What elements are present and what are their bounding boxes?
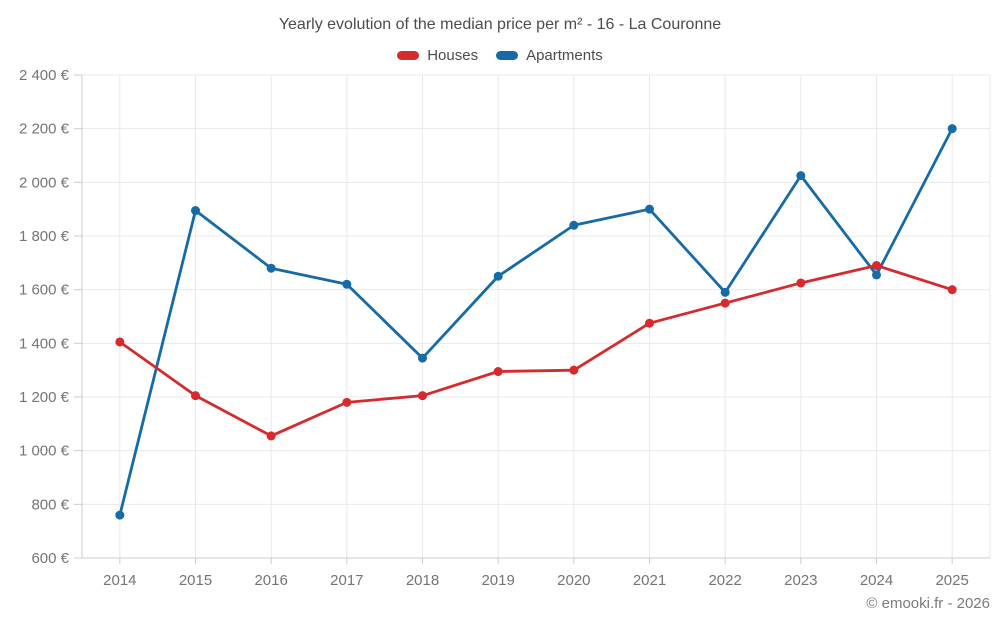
x-tick-label: 2020 (557, 572, 590, 589)
data-point-houses[interactable] (266, 431, 276, 441)
y-tick-label: 1 400 € (19, 335, 70, 352)
houses-swatch-icon (397, 51, 420, 60)
legend-label-houses: Houses (427, 47, 479, 64)
x-tick-label: 2021 (633, 572, 666, 589)
data-point-houses[interactable] (720, 298, 730, 308)
data-point-apartments[interactable] (569, 220, 579, 230)
data-point-houses[interactable] (645, 318, 654, 328)
y-tick-label: 1 200 € (19, 389, 70, 406)
data-point-houses[interactable] (872, 261, 881, 271)
x-tick-label: 2019 (481, 572, 514, 589)
x-tick-label: 2024 (860, 572, 893, 589)
apartments-swatch-icon (496, 51, 519, 60)
x-tick-label: 2017 (330, 572, 363, 589)
data-point-apartments[interactable] (796, 171, 806, 181)
y-tick-label: 800 € (31, 496, 69, 513)
data-point-houses[interactable] (569, 365, 579, 375)
data-point-apartments[interactable] (872, 270, 881, 280)
y-tick-label: 1 800 € (19, 228, 70, 245)
x-tick-label: 2016 (254, 572, 287, 589)
credit: © emooki.fr - 2026 (866, 595, 990, 612)
data-point-apartments[interactable] (947, 124, 957, 134)
legend-item-apartments[interactable]: Apartments (496, 47, 603, 64)
chart-title: Yearly evolution of the median price per… (278, 16, 722, 33)
y-tick-label: 2 000 € (19, 174, 70, 191)
x-tick-label: 2023 (784, 572, 817, 589)
data-point-apartments[interactable] (191, 206, 200, 216)
data-point-houses[interactable] (342, 397, 352, 407)
data-point-apartments[interactable] (645, 204, 654, 214)
data-point-apartments[interactable] (115, 510, 125, 520)
legend: Houses Apartments (0, 47, 1000, 64)
data-point-houses[interactable] (115, 337, 125, 347)
y-tick-label: 1 600 € (19, 282, 70, 299)
data-point-apartments[interactable] (493, 271, 503, 281)
data-point-apartments[interactable] (342, 279, 352, 289)
y-tick-label: 2 400 € (19, 67, 70, 84)
x-tick-label: 2022 (708, 572, 741, 589)
y-tick-label: 1 000 € (19, 443, 70, 460)
data-point-houses[interactable] (493, 367, 503, 377)
x-tick-label: 2018 (406, 572, 439, 589)
x-tick-label: 2014 (103, 572, 136, 589)
legend-label-apartments: Apartments (526, 47, 603, 64)
data-point-houses[interactable] (191, 391, 200, 401)
data-point-houses[interactable] (418, 391, 427, 401)
data-point-apartments[interactable] (266, 263, 276, 273)
x-tick-label: 2025 (935, 572, 968, 589)
series-line-houses (119, 264, 953, 438)
legend-item-houses[interactable]: Houses (397, 47, 478, 64)
x-tick-label: 2015 (179, 572, 212, 589)
data-point-houses[interactable] (947, 285, 957, 295)
data-point-apartments[interactable] (418, 353, 427, 363)
y-tick-label: 2 200 € (19, 121, 70, 138)
y-tick-label: 600 € (31, 550, 69, 567)
data-point-houses[interactable] (796, 278, 806, 288)
data-point-apartments[interactable] (720, 287, 730, 297)
series-line-apartments (118, 128, 954, 516)
